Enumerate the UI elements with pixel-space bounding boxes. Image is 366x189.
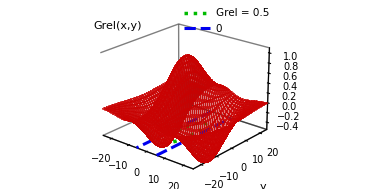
Y-axis label: y: y <box>260 182 267 189</box>
Legend: Grel = 0.5, 0: Grel = 0.5, 0 <box>180 4 273 38</box>
Text: Grel(x,y): Grel(x,y) <box>93 21 142 31</box>
X-axis label: x: x <box>116 188 123 189</box>
